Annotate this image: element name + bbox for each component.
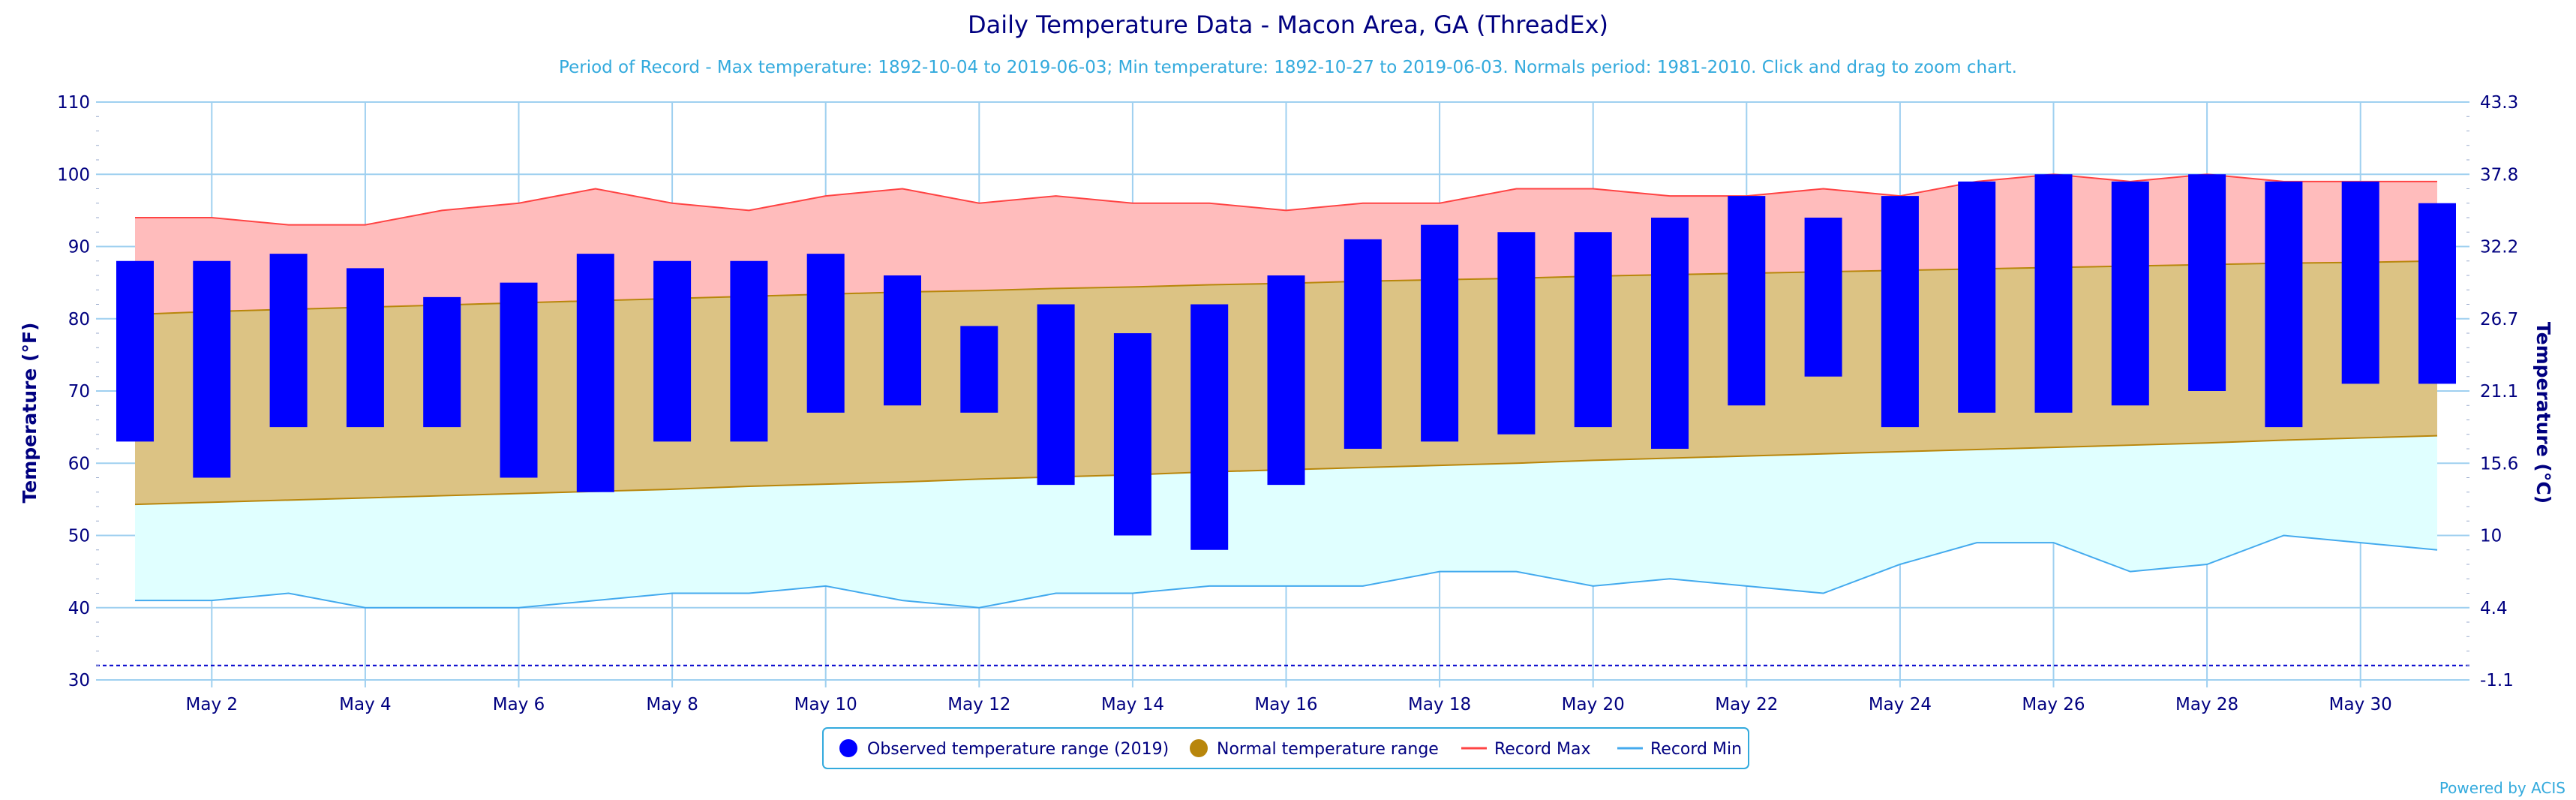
x-tick-label: May 4 (339, 695, 392, 714)
y-tick-label-left: 50 (68, 527, 90, 546)
observed-range-bar (1497, 232, 1536, 435)
record-max-area (135, 174, 2437, 314)
observed-range-bar (730, 260, 768, 442)
observed-range-bar (1728, 196, 1766, 406)
observed-range-bar (1037, 304, 1075, 486)
y-tick-label-left: 110 (57, 93, 90, 113)
observed-range-bar (1267, 275, 1305, 486)
credit-link[interactable]: Powered by ACIS (2439, 779, 2565, 797)
x-tick-label: May 6 (493, 695, 545, 714)
x-tick-label: May 24 (1869, 695, 1932, 714)
observed-range-bar (2188, 174, 2226, 391)
y-axis-title-right: Temperature (°C) (2532, 322, 2554, 504)
chart-subtitle: Period of Record - Max temperature: 1892… (559, 58, 2017, 77)
legend-normal-marker (1190, 739, 1208, 757)
x-tick-label: May 26 (2022, 695, 2085, 714)
legend-observed-label[interactable]: Observed temperature range (2019) (867, 740, 1169, 759)
observed-range-bar (960, 326, 998, 413)
observed-range-bar (116, 260, 154, 442)
observed-range-bar (653, 260, 692, 442)
legend-observed-marker (839, 739, 857, 757)
y-tick-label-left: 80 (68, 310, 90, 329)
observed-range-bar (1804, 218, 1842, 377)
y-axis-title-left: Temperature (°F) (19, 323, 41, 504)
x-tick-label: May 2 (186, 695, 239, 714)
y-tick-label-right: -1.1 (2480, 671, 2514, 690)
y-tick-label-left: 90 (68, 238, 90, 257)
observed-range-bar (1958, 181, 1996, 413)
observed-range-bar (1574, 232, 1612, 428)
observed-range-bar (2034, 174, 2073, 413)
x-tick-label: May 10 (794, 695, 857, 714)
legend-box (822, 727, 1749, 769)
y-tick-label-right: 37.8 (2480, 165, 2518, 185)
observed-range-bar (1113, 333, 1151, 536)
y-tick-label-left: 100 (57, 165, 90, 185)
observed-range-bar (884, 275, 921, 406)
y-tick-label-right: 32.2 (2480, 238, 2518, 257)
x-tick-label: May 12 (947, 695, 1010, 714)
legend-record-max-label[interactable]: Record Max (1494, 740, 1591, 759)
observed-range-bar (500, 282, 538, 478)
record-min-line (135, 534, 2438, 609)
y-tick-label-right: 21.1 (2480, 382, 2518, 402)
observed-range-bar (2341, 181, 2379, 384)
chart-title: Daily Temperature Data - Macon Area, GA … (968, 11, 1608, 39)
y-tick-label-right: 15.6 (2480, 454, 2518, 474)
x-tick-label: May 20 (1562, 695, 1625, 714)
x-tick-label: May 22 (1715, 695, 1778, 714)
observed-range-bar (576, 254, 614, 492)
observed-range-bar (423, 296, 461, 428)
x-tick-label: May 30 (2329, 695, 2392, 714)
legend-record-min-label[interactable]: Record Min (1650, 740, 1742, 759)
y-tick-label-left: 70 (68, 382, 90, 402)
x-tick-label: May 28 (2175, 695, 2238, 714)
y-tick-label-left: 60 (68, 454, 90, 474)
observed-range-bar (1344, 239, 1382, 449)
y-tick-label-left: 30 (68, 671, 90, 690)
observed-bars (116, 174, 2456, 550)
observed-range-bar (806, 254, 845, 413)
x-tick-label: May 16 (1254, 695, 1317, 714)
axes: 30 -1.1 40 4.4 50 10 60 15.6 70 21.1 80 26.7 90 32.2 1… (57, 93, 2518, 714)
observed-range-bar (1421, 224, 1459, 442)
x-tick-label: May 8 (646, 695, 698, 714)
y-tick-label-right: 26.7 (2480, 310, 2518, 329)
legend: Observed temperature range (2019) Normal… (822, 727, 1749, 769)
observed-range-bar (193, 260, 231, 478)
legend-normal-label[interactable]: Normal temperature range (1217, 740, 1439, 759)
observed-range-bar (269, 254, 308, 428)
y-tick-label-right: 43.3 (2480, 93, 2518, 113)
y-tick-label-left: 40 (68, 599, 90, 618)
observed-range-bar (1651, 218, 1689, 449)
observed-range-bar (1881, 196, 1919, 428)
observed-range-bar (346, 268, 384, 428)
record-min-area (135, 435, 2437, 608)
y-tick-label-right: 10 (2480, 527, 2502, 546)
x-tick-label: May 14 (1101, 695, 1164, 714)
x-tick-label: May 18 (1408, 695, 1471, 714)
observed-range-bar (1190, 304, 1229, 550)
y-tick-label-right: 4.4 (2480, 599, 2508, 618)
observed-range-bar (2265, 181, 2303, 428)
observed-range-bar (2111, 181, 2149, 406)
observed-range-bar (2418, 203, 2456, 384)
